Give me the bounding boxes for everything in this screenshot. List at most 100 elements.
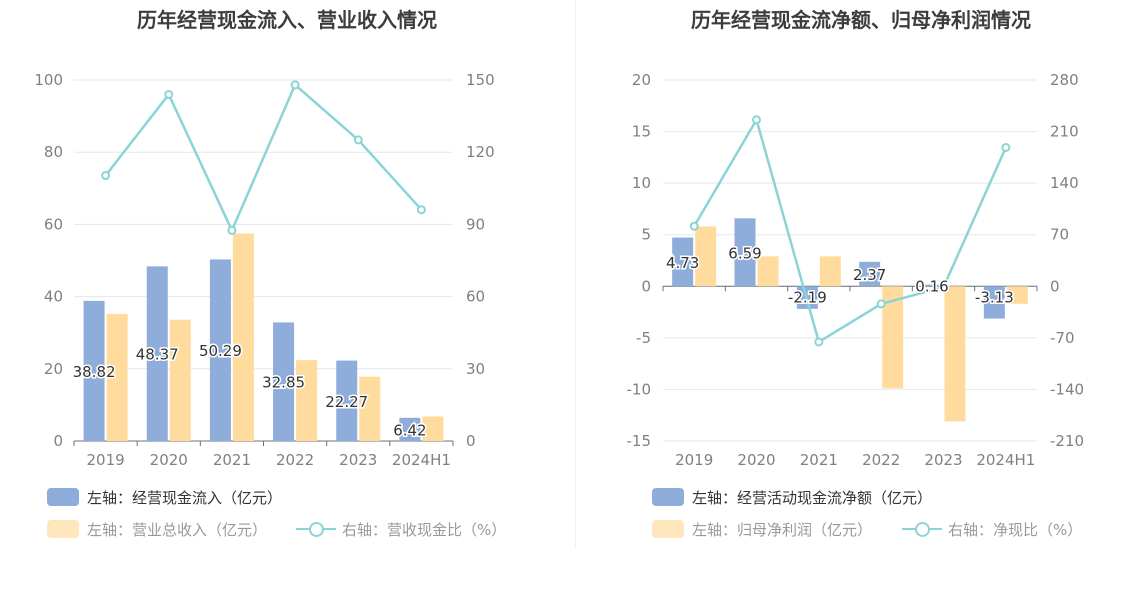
ratio-point-2021: [814, 337, 824, 347]
right-axis-tick-label: 280: [1050, 71, 1079, 89]
left-axis-tick-label: 20: [632, 71, 651, 89]
x-axis-tick-label: 2022: [862, 451, 900, 469]
bar-2024H1-secondary: [1006, 286, 1028, 304]
legend-item-net-profit[interactable]: 左轴：归母净利润（亿元）: [652, 518, 872, 540]
bar-data-label: 38.82: [73, 363, 116, 381]
ratio-point-2021: [227, 225, 237, 235]
left-axis-tick-label: 0: [53, 432, 63, 450]
right-axis-tick-label: 70: [1050, 226, 1069, 244]
right-axis-tick-label: 210: [1050, 123, 1079, 141]
left-chart-legend: 左轴：经营现金流入（亿元） 左轴：营业总收入（亿元） 右轴：营收现金比（%）: [0, 480, 574, 550]
legend-label: 右轴：净现比（%）: [948, 520, 1083, 539]
legend-label: 左轴：经营现金流入（亿元）: [87, 488, 283, 507]
right-chart-legend: 左轴：经营活动现金流净额（亿元） 左轴：归母净利润（亿元） 右轴：净现比（%）: [574, 480, 1148, 550]
ratio-point-2023: [353, 135, 363, 145]
right-axis-tick-label: 60: [466, 288, 485, 306]
bar-2020-secondary: [169, 319, 191, 441]
bar-2021-secondary: [232, 233, 254, 441]
bar-data-label: -3.13: [975, 288, 1014, 306]
ratio-line: [693, 118, 1007, 344]
right-axis-tick-label: -210: [1050, 432, 1084, 450]
bar-data-label: 2.37: [853, 266, 886, 284]
bar-2024H1-secondary: [422, 416, 444, 441]
x-axis-tick-label: 2021: [213, 451, 251, 469]
left-axis-tick-label: 5: [641, 226, 651, 244]
ratio-point-2023: [939, 282, 948, 292]
right-axis-tick-label: -140: [1050, 380, 1084, 398]
bar-2024H1-primary: [983, 286, 1005, 319]
bar-data-label: 6.42: [393, 421, 426, 439]
legend-label: 左轴：经营活动现金流净额（亿元）: [692, 488, 933, 507]
left-chart-title: 历年经营现金流入、营业收入情况: [137, 8, 437, 32]
left-chart-panel: 历年经营现金流入、营业收入情况 0 0 20 30 40 60 60 90 80 120 100 15…: [0, 8, 574, 550]
legend-line-circle-icon: [902, 518, 942, 540]
legend-swatch-yellow: [47, 520, 79, 538]
legend-label: 右轴：营收现金比（%）: [342, 520, 507, 539]
bar-data-label: 6.59: [728, 244, 761, 262]
bar-2019-secondary: [695, 226, 717, 287]
legend-item-revenue[interactable]: 左轴：营业总收入（亿元）: [47, 518, 267, 540]
legend-label: 左轴：营业总收入（亿元）: [87, 520, 268, 539]
bar-data-label: 4.73: [666, 254, 699, 272]
x-axis-tick-label: 2023: [924, 451, 962, 469]
right-axis-tick-label: 90: [466, 215, 485, 233]
right-axis-tick-label: 0: [1050, 277, 1060, 295]
x-axis-tick-label: 2022: [276, 451, 314, 469]
legend-swatch-yellow: [652, 520, 684, 538]
x-axis-tick-label: 2021: [800, 451, 838, 469]
left-axis-tick-label: 15: [632, 123, 651, 141]
x-axis-tick-label: 2020: [737, 451, 775, 469]
x-axis-tick-label: 2019: [86, 451, 124, 469]
panel-divider: [575, 0, 576, 549]
ratio-point-2020: [164, 89, 174, 99]
bar-2022-secondary: [882, 286, 904, 389]
legend-swatch-blue: [652, 488, 684, 506]
left-axis-tick-label: 40: [44, 288, 63, 306]
right-axis-tick-label: 120: [466, 143, 495, 161]
bar-2023-secondary: [944, 286, 966, 422]
left-axis-tick-label: 80: [44, 143, 63, 161]
bar-data-label: 22.27: [325, 393, 368, 411]
ratio-line: [104, 83, 423, 232]
left-axis-tick-label: 0: [641, 277, 651, 295]
left-axis-tick-label: 20: [44, 360, 63, 378]
legend-swatch-blue: [47, 488, 79, 506]
bar-2023-primary: [336, 360, 358, 441]
ratio-point-2022: [290, 80, 300, 90]
bar-2020-primary: [734, 218, 756, 287]
x-axis-tick-label: 2024H1: [976, 451, 1035, 469]
left-axis-tick-label: -10: [627, 380, 652, 398]
legend-label: 左轴：归母净利润（亿元）: [692, 520, 873, 539]
bar-2019-secondary: [106, 313, 128, 441]
bar-2021-primary: [209, 259, 231, 441]
ratio-point-2024H1: [1001, 142, 1011, 152]
bar-2020-secondary: [757, 256, 779, 287]
bar-2021-secondary: [819, 256, 841, 287]
ratio-point-2019: [101, 171, 111, 181]
legend-item-cash-inflow[interactable]: 左轴：经营现金流入（亿元）: [47, 486, 282, 508]
ratio-point-2019: [689, 221, 699, 231]
right-axis-tick-label: 150: [466, 71, 495, 89]
left-axis-tick-label: 10: [632, 174, 651, 192]
right-chart-title: 历年经营现金流净额、归母净利润情况: [691, 8, 1031, 32]
bar-2019-primary: [672, 237, 694, 287]
left-axis-tick-label: -15: [627, 432, 652, 450]
ratio-point-2020: [752, 115, 761, 125]
left-axis-tick-label: 100: [34, 71, 63, 89]
left-axis-tick-label: 60: [44, 215, 63, 233]
bar-data-label: -2.19: [788, 288, 827, 306]
right-axis-tick-label: -70: [1050, 329, 1075, 347]
bar-2022-secondary: [296, 360, 318, 441]
legend-item-net-cash-ratio[interactable]: 右轴：净现比（%）: [902, 518, 1082, 540]
x-axis-tick-label: 2020: [150, 451, 188, 469]
ratio-point-2024H1: [416, 205, 426, 215]
bar-2024H1-primary: [399, 417, 421, 441]
left-chart-plot: 0 0 20 30 40 60 60 90 80 120 100 150 2019 2020 2021 202…: [34, 71, 495, 469]
legend-item-net-cash-flow[interactable]: 左轴：经营活动现金流净额（亿元）: [652, 486, 932, 508]
left-axis-tick-label: -5: [636, 329, 651, 347]
bar-2023-primary: [921, 284, 943, 287]
right-axis-tick-label: 140: [1050, 174, 1079, 192]
legend-item-ratio[interactable]: 右轴：营收现金比（%）: [296, 518, 506, 540]
bar-2019-primary: [83, 300, 105, 441]
x-axis-tick-label: 2024H1: [392, 451, 451, 469]
